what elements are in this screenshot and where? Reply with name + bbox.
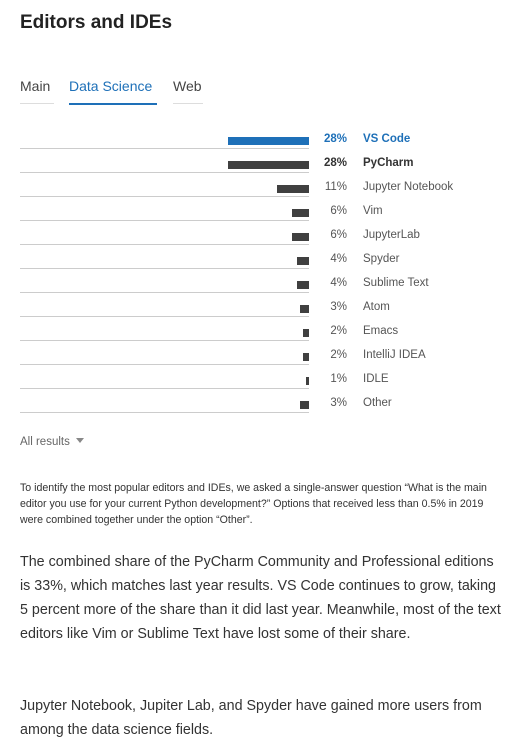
bar-category-label: Jupyter Notebook bbox=[363, 181, 454, 193]
paragraph-2: Jupyter Notebook, Jupiter Lab, and Spyde… bbox=[20, 698, 482, 738]
bar-value-label: 2% bbox=[330, 349, 347, 361]
bar bbox=[297, 281, 309, 289]
bar-row: 6% Vim bbox=[0, 200, 513, 224]
bar-value-label: 4% bbox=[330, 253, 347, 265]
bar-value-label: 6% bbox=[330, 229, 347, 241]
bar-category-label: Emacs bbox=[363, 325, 399, 337]
survey-note: To identify the most popular editors and… bbox=[20, 482, 487, 526]
bar-row: 2% IntelliJ IDEA bbox=[0, 344, 513, 368]
bar-row: 4% Sublime Text bbox=[0, 272, 513, 296]
bar-track bbox=[20, 292, 309, 293]
bar bbox=[300, 305, 309, 313]
tab-main[interactable]: Main bbox=[20, 78, 54, 104]
bar-value-label: 28% bbox=[323, 133, 347, 145]
bar bbox=[228, 161, 309, 169]
bar bbox=[300, 401, 309, 409]
bar-category-label: PyCharm bbox=[363, 157, 414, 169]
bar-track bbox=[20, 388, 309, 389]
bar-category-label: IntelliJ IDEA bbox=[363, 349, 426, 361]
caret-down-icon bbox=[75, 438, 84, 443]
bar-category-label: IDLE bbox=[363, 373, 389, 385]
bar bbox=[228, 137, 309, 145]
bar-row: 4% Spyder bbox=[0, 248, 513, 272]
bar-track bbox=[20, 316, 309, 317]
bar-row: 28% VS Code bbox=[0, 128, 513, 152]
bar-track bbox=[20, 340, 309, 341]
bar-track bbox=[20, 412, 309, 413]
all-results-label: All results bbox=[20, 436, 70, 448]
bar bbox=[306, 377, 309, 385]
bar-value-label: 4% bbox=[330, 277, 347, 289]
bar-row: 1% IDLE bbox=[0, 368, 513, 392]
all-results-dropdown[interactable]: All results bbox=[20, 436, 84, 448]
tab-data-science[interactable]: Data Science bbox=[69, 78, 157, 105]
bar-category-label: Other bbox=[363, 397, 392, 409]
bar-row: 11% Jupyter Notebook bbox=[0, 176, 513, 200]
bar bbox=[277, 185, 309, 193]
bar bbox=[292, 209, 309, 217]
bar-category-label: Vim bbox=[363, 205, 383, 217]
bar-value-label: 2% bbox=[330, 325, 347, 337]
bar-value-label: 3% bbox=[330, 301, 347, 313]
bar-category-label: Atom bbox=[363, 301, 390, 313]
bar-value-label: 28% bbox=[323, 157, 347, 169]
bar-track bbox=[20, 364, 309, 365]
bar-value-label: 6% bbox=[330, 205, 347, 217]
bar-row: 3% Other bbox=[0, 392, 513, 416]
bar bbox=[292, 233, 309, 241]
bar-category-label: Spyder bbox=[363, 253, 400, 265]
bar-value-label: 1% bbox=[330, 373, 347, 385]
tab-web[interactable]: Web bbox=[173, 78, 203, 104]
bar-category-label: Sublime Text bbox=[363, 277, 429, 289]
bar bbox=[297, 257, 309, 265]
bar-track bbox=[20, 268, 309, 269]
bar-track bbox=[20, 148, 309, 149]
bar-track bbox=[20, 196, 309, 197]
bar-row: 2% Emacs bbox=[0, 320, 513, 344]
paragraph-1: The combined share of the PyCharm Commun… bbox=[20, 554, 501, 642]
page-title: Editors and IDEs bbox=[20, 12, 173, 33]
bar-row: 6% JupyterLab bbox=[0, 224, 513, 248]
bar-row: 28% PyCharm bbox=[0, 152, 513, 176]
bar-track bbox=[20, 172, 309, 173]
editors-bar-chart: 28% VS Code 28% PyCharm 11% Jupyter Notebook 6… bbox=[0, 128, 513, 418]
bar bbox=[303, 353, 309, 361]
bar-value-label: 11% bbox=[324, 181, 347, 193]
bar-row: 3% Atom bbox=[0, 296, 513, 320]
bar-track bbox=[20, 220, 309, 221]
bar-category-label: VS Code bbox=[363, 133, 411, 145]
bar-category-label: JupyterLab bbox=[363, 229, 420, 241]
bar bbox=[303, 329, 309, 337]
bar-track bbox=[20, 244, 309, 245]
bar-value-label: 3% bbox=[330, 397, 347, 409]
